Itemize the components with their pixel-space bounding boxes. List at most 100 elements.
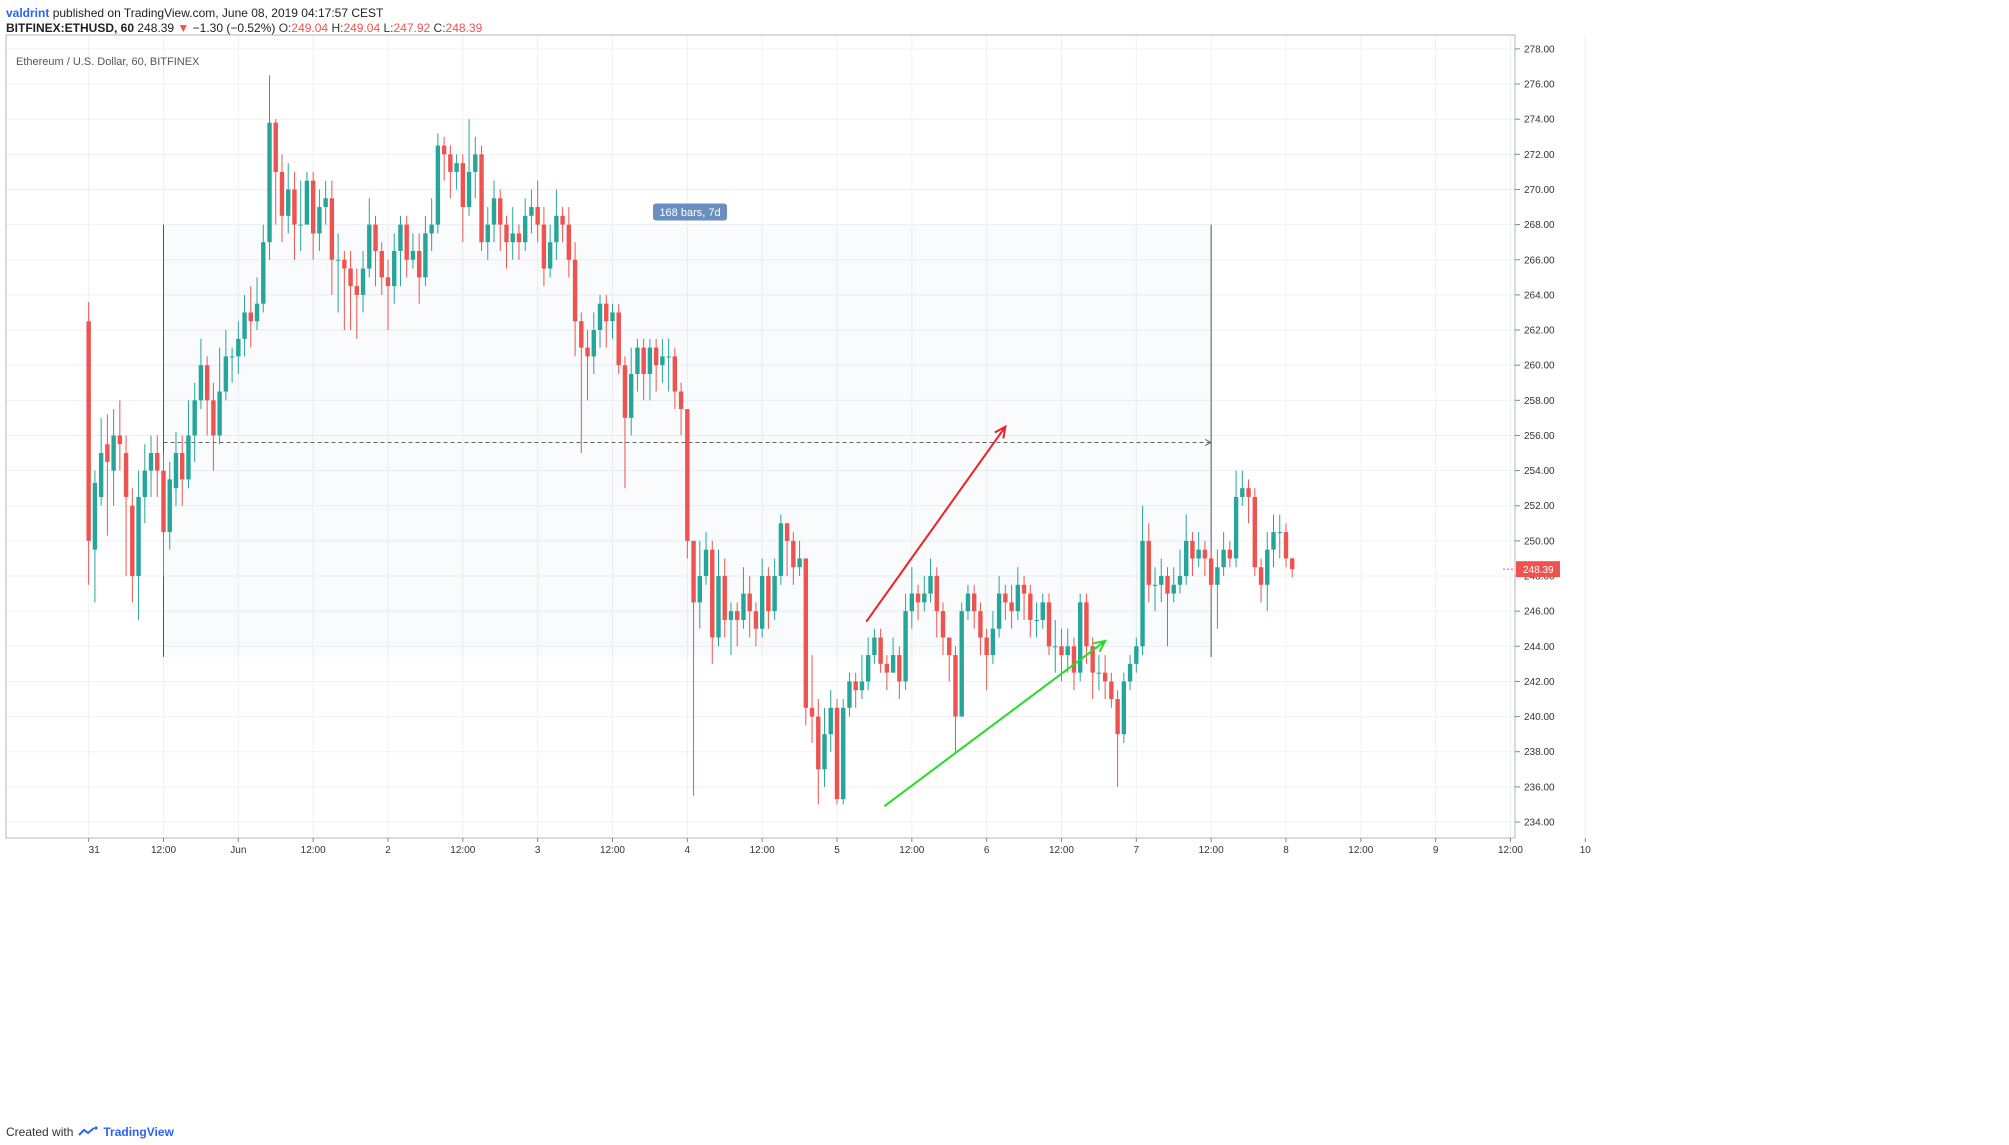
candle-body [890, 655, 896, 673]
candle-body [629, 373, 634, 418]
candle-body [1015, 584, 1021, 612]
candle-body [491, 198, 497, 225]
trendline-arrow-icon [994, 424, 1007, 439]
candle-body [1283, 532, 1289, 559]
candle-body [379, 250, 384, 278]
candle-body [229, 356, 235, 358]
y-tick-label: 266.00 [1524, 255, 1555, 266]
symbol-label[interactable]: BITFINEX:ETHUSD, 60 [6, 21, 135, 35]
candle-body [1059, 646, 1064, 656]
tradingview-brand-link[interactable]: TradingView [103, 1125, 174, 1139]
candle-body [572, 259, 578, 322]
price-axis[interactable]: 234.00 236.00 238.00 240.00 242.00 244.00 246.… [1515, 44, 1555, 829]
candle-body [685, 409, 690, 541]
trendlines[interactable] [865, 424, 1107, 807]
candle-body [710, 549, 715, 638]
candle-body [535, 207, 540, 225]
candle-body [298, 224, 303, 226]
candle-body [834, 707, 840, 800]
y-tick-label: 268.00 [1524, 220, 1555, 231]
y-tick-label: 240.00 [1524, 712, 1555, 723]
candle-body [1177, 576, 1183, 585]
candle-body [173, 453, 179, 489]
candle-body [560, 215, 565, 225]
x-tick-label: 2 [385, 845, 391, 856]
candle-body [342, 259, 347, 269]
candle-body [498, 198, 503, 225]
candle-body [841, 707, 846, 800]
candle-body [1184, 540, 1189, 577]
candle-body [292, 189, 297, 225]
candle-body [504, 224, 509, 243]
y-tick-label: 242.00 [1524, 677, 1555, 688]
candle-body [554, 215, 559, 243]
candle-body [1227, 549, 1233, 559]
x-tick-label: 10 [1580, 845, 1592, 856]
x-tick-label: 8 [1283, 845, 1289, 856]
candles [86, 75, 1295, 805]
trendline-lower [883, 640, 1106, 807]
candle-body [273, 122, 278, 172]
candle-body [803, 558, 809, 708]
candle-body [1028, 593, 1033, 620]
candle-body [1246, 488, 1251, 497]
candle-body [647, 347, 653, 374]
trendline-upper [865, 426, 1007, 623]
candle-body [828, 707, 833, 735]
y-tick-label: 260.00 [1524, 361, 1555, 372]
y-tick-label: 244.00 [1524, 642, 1555, 653]
candle-body [859, 681, 865, 691]
measure-label-box [653, 203, 728, 221]
candle-body [1134, 646, 1139, 664]
candle-body [466, 171, 472, 208]
y-tick-label: 252.00 [1524, 501, 1555, 512]
candle-body [1277, 532, 1282, 534]
candle-body [1146, 540, 1151, 585]
author-link[interactable]: valdrint [6, 6, 50, 20]
candle-body [454, 163, 459, 172]
candle-body [148, 453, 154, 471]
candle-body [98, 453, 104, 497]
candle-body [903, 611, 908, 682]
candle-body [691, 540, 696, 603]
candle-body [984, 637, 989, 656]
publish-info: published on TradingView.com, June 08, 2… [52, 6, 384, 20]
candle-body [367, 224, 372, 269]
candle-body [1196, 549, 1201, 559]
candle-body [641, 347, 646, 374]
candle-body [604, 303, 609, 322]
candle-body [784, 523, 790, 541]
candle-body [111, 435, 116, 471]
candle-body [653, 347, 659, 366]
open-value: 249.04 [291, 21, 329, 35]
candle-body [198, 365, 204, 401]
x-tick-label: 3 [535, 845, 541, 856]
candle-body [1096, 672, 1102, 674]
time-axis[interactable]: 31 12:00 Jun 12:00 2 12:00 3 12:00 4 12:00 5 12:00 6… [88, 838, 1592, 856]
candle-body [697, 576, 702, 603]
candle-body [897, 655, 902, 682]
candle-body [167, 479, 172, 533]
candle-body [92, 482, 98, 550]
x-tick-label: 12:00 [899, 845, 924, 856]
candle-body [753, 611, 759, 629]
candle-body [822, 734, 827, 770]
candle-body [816, 716, 821, 770]
x-tick-label: 6 [984, 845, 990, 856]
candle-body [541, 224, 547, 269]
candle-body [722, 576, 727, 620]
candle-body [971, 593, 977, 612]
candle-body [117, 435, 123, 445]
candle-body [335, 259, 341, 261]
chart-title: Ethereum / U.S. Dollar, 60, BITFINEX [16, 56, 200, 68]
candle-body [766, 576, 771, 612]
candle-body [180, 453, 185, 480]
candle-body [385, 277, 391, 287]
candle-body [616, 312, 621, 366]
y-tick-label: 256.00 [1524, 431, 1555, 442]
candle-body [728, 611, 734, 620]
candle-body [660, 356, 665, 366]
candle-body [86, 321, 91, 541]
measure-label: 168 bars, 7d [659, 207, 720, 219]
